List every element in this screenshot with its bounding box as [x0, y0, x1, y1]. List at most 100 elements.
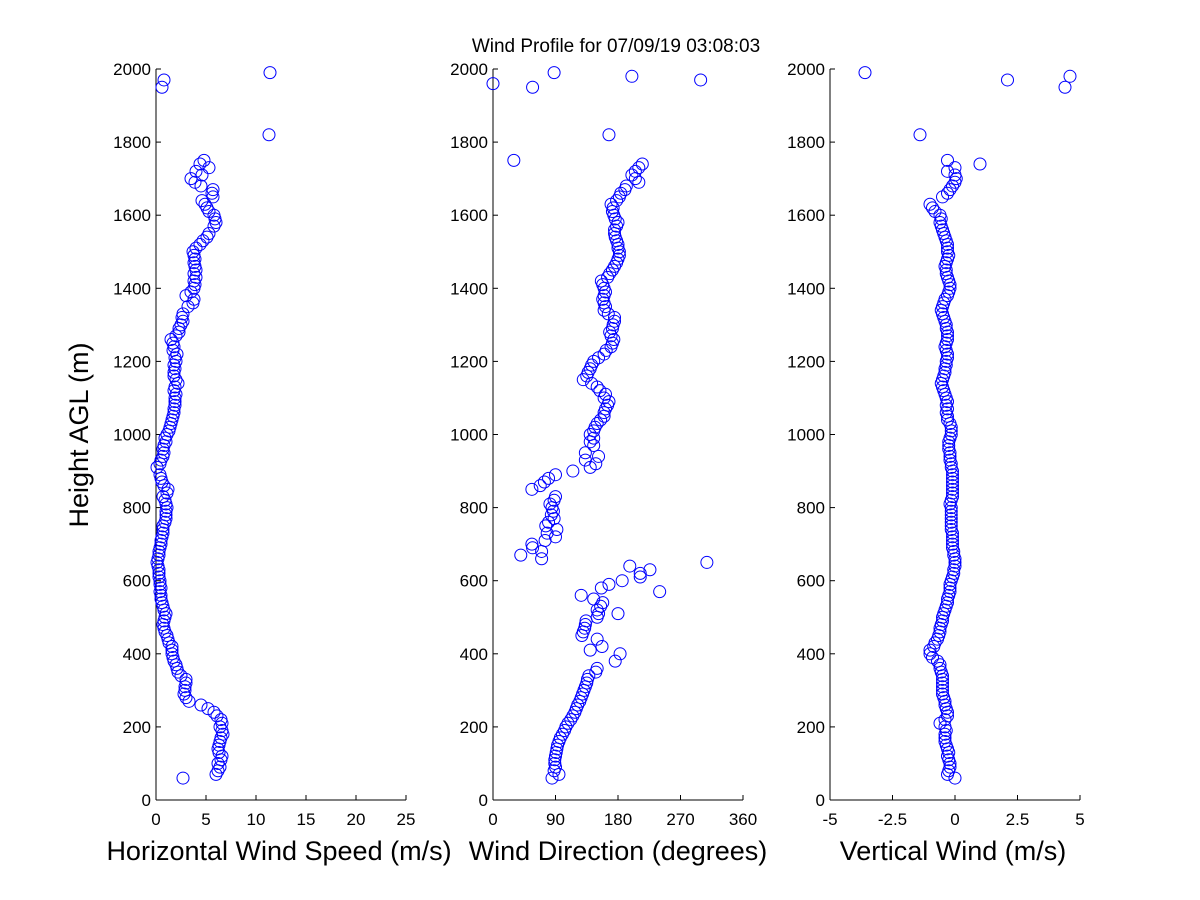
data-point: [187, 267, 201, 281]
data-point: [566, 464, 580, 478]
data-point: [938, 735, 952, 749]
y-tick-label: 1600: [113, 206, 151, 225]
data-point: [592, 449, 606, 463]
y-tick-label: 1600: [450, 206, 488, 225]
data-point: [944, 519, 958, 533]
x-axis-label-horizontal-wind-speed: Horizontal Wind Speed (m/s): [106, 836, 451, 866]
data-point: [178, 683, 192, 697]
data-point: [946, 468, 959, 482]
data-point: [535, 552, 549, 566]
data-point: [941, 332, 954, 346]
data-point: [174, 318, 188, 332]
data-point: [525, 537, 539, 551]
data-point: [946, 490, 959, 504]
data-point: [936, 676, 949, 690]
data-point: [209, 767, 223, 781]
data-point: [166, 336, 180, 350]
data-point: [601, 270, 615, 284]
data-point: [933, 658, 947, 672]
data-point: [211, 756, 225, 770]
data-point: [944, 504, 958, 518]
data-point: [611, 216, 625, 230]
y-tick-label: 800: [123, 499, 151, 518]
data-point: [547, 66, 561, 80]
data-point: [946, 482, 959, 496]
y-tick-label: 200: [797, 718, 825, 737]
data-point: [154, 592, 168, 606]
y-tick-label: 0: [142, 791, 151, 810]
data-point: [549, 530, 562, 544]
data-point: [155, 80, 169, 94]
data-point: [605, 263, 619, 277]
y-tick-label: 1400: [450, 279, 488, 298]
data-point: [156, 490, 170, 504]
y-tick-label: 200: [123, 718, 151, 737]
data-point: [608, 311, 622, 325]
x-tick-label: 0: [151, 810, 160, 829]
data-point: [590, 632, 604, 646]
data-point: [578, 446, 592, 460]
figure-title: Wind Profile for 07/09/19 03:08:03: [472, 36, 760, 57]
data-point: [169, 387, 183, 401]
data-point: [628, 164, 642, 178]
data-point: [944, 523, 958, 537]
data-point: [602, 577, 616, 591]
data-point: [176, 307, 190, 321]
data-point: [152, 566, 166, 580]
data-point: [548, 756, 562, 770]
y-axis-label: Height AGL (m): [64, 342, 94, 527]
data-point: [549, 490, 562, 504]
data-point: [943, 585, 957, 599]
y-tick-label: 200: [460, 718, 488, 737]
data-point: [202, 226, 216, 240]
data-point: [948, 168, 962, 182]
data-point: [608, 223, 622, 237]
x-tick-label: 360: [729, 810, 757, 829]
y-tick-label: 2000: [113, 60, 151, 79]
y-tick-label: 2000: [450, 60, 488, 79]
x-tick-label: 0: [488, 810, 497, 829]
y-tick-label: 1200: [113, 352, 151, 371]
x-tick-label: -5: [822, 810, 837, 829]
data-point: [607, 332, 621, 346]
data-point: [159, 512, 173, 526]
data-point: [214, 731, 228, 745]
data-point: [602, 128, 616, 142]
data-point: [623, 559, 637, 573]
data-point: [194, 698, 208, 712]
data-point: [169, 373, 183, 387]
data-point: [587, 354, 601, 368]
data-point: [948, 161, 962, 175]
data-point: [923, 647, 937, 661]
data-point: [542, 471, 556, 485]
data-point: [946, 537, 959, 551]
data-point: [700, 555, 714, 569]
data-point: [547, 512, 561, 526]
data-point: [187, 274, 201, 288]
data-point: [167, 406, 181, 420]
data-point: [159, 508, 173, 522]
data-point: [858, 66, 872, 80]
data-point: [150, 460, 164, 474]
data-point: [189, 270, 203, 284]
data-point: [571, 698, 585, 712]
data-point: [174, 669, 188, 683]
data-point: [611, 607, 625, 621]
data-point: [606, 201, 620, 215]
data-point: [514, 548, 528, 562]
y-tick-label: 1600: [787, 206, 825, 225]
y-tick-label: 1400: [787, 279, 825, 298]
data-point: [943, 449, 957, 463]
data-point: [943, 453, 957, 467]
data-point: [544, 508, 558, 522]
data-point: [926, 201, 939, 215]
data-point: [941, 164, 954, 178]
data-point: [913, 128, 927, 142]
data-point: [595, 639, 609, 653]
data-point: [537, 475, 551, 489]
y-tick-label: 1000: [450, 426, 488, 445]
data-point: [539, 519, 553, 533]
data-point: [946, 541, 959, 555]
data-point: [583, 643, 597, 657]
data-point: [944, 512, 958, 526]
